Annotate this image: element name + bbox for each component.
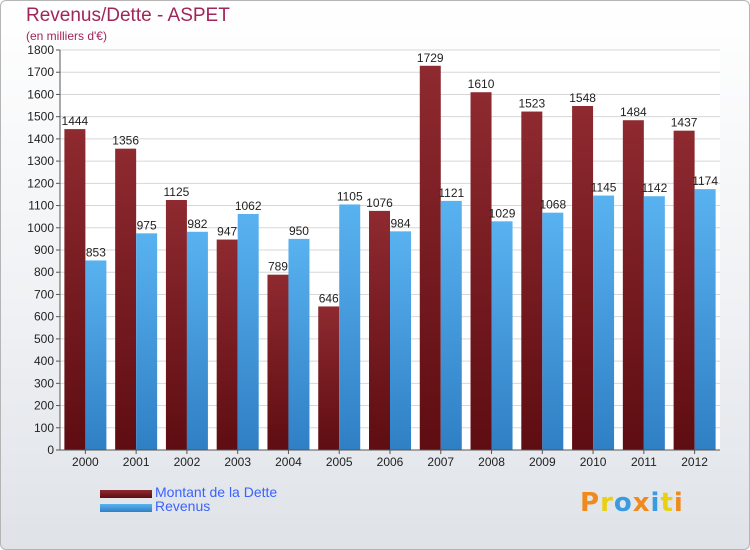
data-label-dette: 1444 (62, 114, 89, 128)
data-label-dette: 1484 (620, 105, 647, 119)
data-label-revenus: 982 (187, 217, 207, 231)
data-label-dette: 789 (268, 260, 288, 274)
bar-dette (369, 210, 390, 450)
y-tick-label: 700 (34, 287, 54, 301)
y-tick-label: 1400 (27, 132, 54, 146)
bar-revenus (85, 260, 107, 450)
y-tick-label: 1600 (27, 87, 54, 101)
legend-label-dette: Montant de la Dette (155, 484, 278, 500)
bar-dette (267, 274, 289, 450)
y-tick-label: 1100 (28, 199, 54, 213)
bar-dette (673, 130, 695, 450)
x-tick-label: 2001 (123, 455, 150, 469)
x-tick-label: 2000 (72, 455, 99, 469)
bar-revenus (186, 231, 208, 450)
x-tick-label: 2011 (631, 455, 657, 469)
bar-dette (419, 65, 441, 451)
bar-revenus (339, 204, 361, 450)
legend-swatch-revenus (100, 504, 152, 512)
y-tick-label: 1000 (27, 221, 54, 235)
bar-revenus (491, 221, 513, 450)
bar-revenus (440, 200, 462, 450)
data-label-revenus: 984 (390, 216, 410, 230)
logo-letter: o (613, 488, 633, 518)
data-label-revenus: 1145 (591, 181, 617, 195)
x-tick-label: 2006 (377, 455, 404, 469)
bar-dette (318, 306, 340, 450)
y-tick-label: 300 (34, 376, 54, 390)
y-tick-label: 0 (47, 443, 54, 457)
bar-revenus (694, 189, 716, 450)
legend-label-revenus: Revenus (155, 498, 211, 514)
y-tick-label: 400 (34, 354, 54, 368)
data-label-dette: 1076 (366, 196, 393, 210)
data-label-dette: 1523 (518, 97, 545, 111)
data-label-dette: 1125 (164, 185, 190, 199)
x-tick-label: 2008 (478, 455, 505, 469)
x-tick-label: 2002 (174, 455, 201, 469)
data-label-dette: 646 (319, 291, 339, 305)
bar-dette (470, 92, 492, 450)
data-label-dette: 1610 (468, 77, 495, 91)
data-label-revenus: 1105 (337, 189, 363, 203)
x-tick-label: 2004 (275, 455, 302, 469)
y-tick-label: 600 (34, 310, 54, 324)
y-tick-label: 500 (34, 332, 54, 346)
y-tick-label: 1800 (27, 43, 54, 57)
data-label-dette: 947 (217, 225, 237, 239)
data-label-revenus: 1174 (692, 174, 718, 188)
bar-dette (572, 106, 594, 450)
y-tick-label: 1200 (27, 176, 54, 190)
x-tick-label: 2009 (529, 455, 556, 469)
data-label-revenus: 975 (137, 218, 157, 232)
bar-dette (64, 129, 86, 450)
bar-revenus (643, 196, 665, 450)
bar-dette (622, 120, 644, 450)
bar-dette (165, 200, 187, 450)
logo-letter: r (600, 488, 614, 518)
bar-revenus (593, 195, 615, 450)
logo-letter: i (650, 488, 661, 518)
legend-swatch-dette (100, 490, 152, 498)
bar-revenus (136, 233, 158, 450)
data-label-revenus: 1062 (235, 199, 262, 213)
data-label-dette: 1356 (112, 134, 139, 148)
y-tick-label: 1300 (27, 154, 54, 168)
y-tick-label: 100 (34, 421, 54, 435)
data-label-revenus: 950 (289, 224, 309, 238)
data-label-revenus: 1029 (489, 206, 516, 220)
data-label-dette: 1729 (417, 51, 444, 65)
y-tick-label: 800 (34, 265, 54, 279)
bar-revenus (237, 214, 259, 450)
y-tick-label: 1700 (27, 65, 54, 79)
x-tick-label: 2005 (326, 455, 353, 469)
x-tick-label: 2012 (681, 455, 708, 469)
data-label-revenus: 1068 (539, 198, 566, 212)
chart-title: Revenus/Dette - ASPET (26, 5, 230, 26)
data-label-dette: 1548 (569, 91, 596, 105)
logo-letter: x (632, 488, 651, 518)
bar-dette (521, 111, 543, 451)
data-label-revenus: 1121 (438, 186, 464, 200)
bar-revenus (390, 231, 411, 450)
chart-subtitle: (en milliers d'€) (26, 29, 107, 43)
logo-letter: t (660, 488, 674, 518)
bar-dette (115, 148, 137, 450)
x-tick-label: 2007 (427, 455, 454, 469)
bar-dette (216, 239, 238, 450)
data-label-dette: 1437 (671, 116, 698, 130)
proxiti-logo: Proxiti (580, 488, 684, 518)
x-tick-label: 2003 (224, 455, 251, 469)
bar-revenus (288, 238, 310, 450)
data-label-revenus: 1142 (641, 181, 667, 195)
data-label-revenus: 853 (86, 245, 106, 259)
y-tick-label: 200 (34, 399, 54, 413)
bar-revenus (542, 212, 564, 450)
logo-letter: P (580, 488, 601, 518)
logo-letter: i (673, 488, 684, 518)
x-tick-label: 2010 (580, 455, 607, 469)
y-tick-label: 1500 (27, 110, 54, 124)
y-tick-label: 900 (34, 243, 54, 257)
